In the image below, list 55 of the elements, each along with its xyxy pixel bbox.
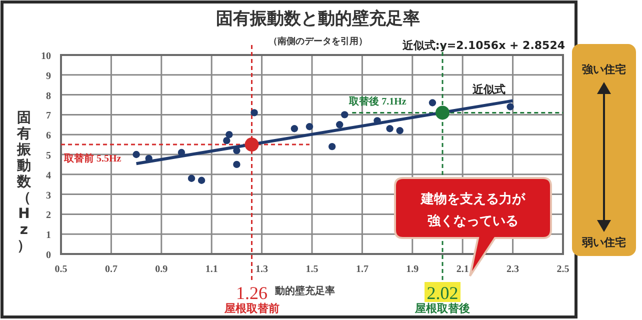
- y-tick-label: 3: [46, 190, 51, 202]
- point: [328, 142, 336, 150]
- y-tick-label: 0: [46, 250, 51, 261]
- point: [250, 109, 258, 116]
- x-tick-label: 1.3: [256, 264, 268, 275]
- y-tick-label: 9: [46, 70, 51, 82]
- y-tick-label: 7: [46, 110, 51, 122]
- x-tick-label: 1.1: [205, 264, 218, 275]
- series-label: 近似式: [471, 82, 506, 96]
- x-tick-label: 0.7: [104, 264, 118, 275]
- text: 屋根取替前: [223, 302, 280, 315]
- x-tick-label: 1.7: [356, 264, 368, 275]
- y-tick-label: 4: [46, 170, 51, 182]
- y-tick-label: 5: [46, 150, 51, 162]
- x-tick-label: 1.5: [306, 264, 318, 275]
- x-tick-label: 1.9: [406, 264, 419, 275]
- point: [341, 111, 348, 118]
- y-tick-label: 2: [46, 210, 51, 222]
- point: [306, 123, 314, 130]
- ref-line-label: 1.26: [236, 283, 268, 303]
- y-tick-label: 10: [41, 51, 51, 62]
- x-tick-label: 2.1: [456, 264, 469, 275]
- y-tick-label: 6: [46, 130, 51, 142]
- text: 弱い住宅: [581, 236, 626, 249]
- point: [396, 127, 404, 134]
- point: [226, 131, 233, 138]
- point: [290, 125, 298, 132]
- point: [233, 160, 240, 168]
- x-axis-title: 動的壁充足率: [274, 285, 335, 297]
- chart-subtitle: （南側のデータを引用）: [268, 36, 368, 47]
- annotation: 建物を支える力が強くなっている: [420, 192, 526, 229]
- y-tick-label: 8: [46, 90, 51, 102]
- text: 屋根取替後: [414, 302, 470, 315]
- x-tick-label: 2.5: [556, 264, 570, 275]
- point: [336, 121, 344, 128]
- point: [223, 136, 230, 144]
- x-tick-label: 2.3: [506, 264, 520, 275]
- ref-line-label: 2.02: [426, 283, 458, 303]
- y-tick-label: 1: [46, 230, 51, 242]
- point: [132, 150, 140, 158]
- text: 近似式:y=2.1056x + 2.8524: [401, 39, 566, 52]
- point: [436, 106, 450, 120]
- point: [428, 99, 436, 106]
- x-tick-label: 0.9: [155, 264, 168, 275]
- text: 強い住宅: [582, 63, 626, 76]
- ref-line-label: 取替前 5.5Hz: [63, 152, 122, 165]
- point: [244, 138, 259, 152]
- text: 固有振動数（Hz）: [17, 110, 31, 254]
- chart-title: 固有振動数と動的壁充足率: [216, 9, 420, 29]
- point: [198, 176, 206, 184]
- point: [386, 125, 394, 132]
- point: [506, 103, 514, 110]
- point: [188, 174, 196, 182]
- ref-line-label: 取替後 7.1Hz: [348, 96, 407, 108]
- x-tick-label: 0.5: [54, 264, 68, 275]
